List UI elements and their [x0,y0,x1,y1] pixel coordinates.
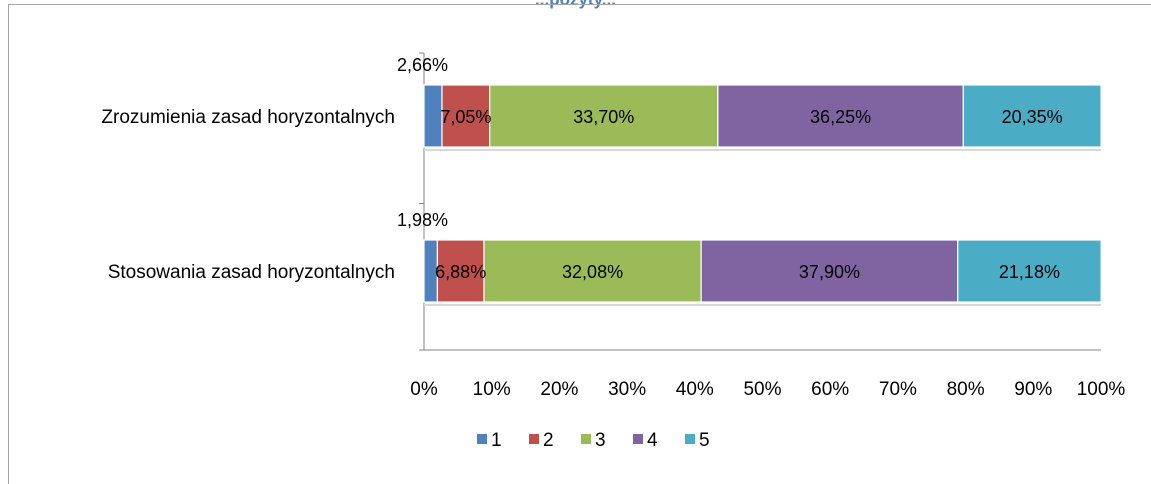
data-label: 2,66% [397,55,448,75]
data-label: 33,70% [573,107,634,127]
legend-label: 1 [491,430,502,451]
data-label: 6,88% [435,262,486,282]
category-label: Stosowania zasad horyzontalnych [108,262,395,283]
legend-label: 3 [595,430,606,451]
x-tick-labels: 0% 10% 20% 30% 40% 50% 60% 70% 80% 90% 100% [410,379,1125,400]
chart-frame [8,4,1151,484]
data-label: 21,18% [999,262,1060,282]
x-tick-label: 30% [608,379,646,400]
legend-label: 2 [543,430,554,451]
legend-swatch [581,434,591,444]
legend-label: 4 [647,430,658,451]
data-label: 1,98% [397,210,448,230]
category-label: Zrozumienia zasad horyzontalnych [101,107,395,128]
x-tick-label: 80% [947,379,985,400]
x-tick-label: 90% [1014,379,1052,400]
data-labels: 2,66% 7,05% 33,70% 36,25% 20,35% 1,98% 6,88% 32… [397,55,1063,282]
x-tick-label: 60% [811,379,849,400]
legend-swatch [477,434,487,444]
data-label: 7,05% [440,107,491,127]
bar-segment [717,84,964,148]
legend-swatch [685,434,695,444]
bar-segment [436,239,485,303]
x-tick-label: 40% [676,379,714,400]
legend-swatch [529,434,539,444]
bar-segment [962,84,1102,148]
x-tick-label: 100% [1077,379,1126,400]
bars [423,84,1102,306]
data-label: 20,35% [1002,107,1063,127]
x-tick-label: 50% [743,379,781,400]
data-label: 37,90% [799,262,860,282]
data-label: 36,25% [810,107,871,127]
data-label: 32,08% [562,262,623,282]
bar-segment [483,239,702,303]
bar-segment [489,84,719,148]
legend: 1 2 3 4 5 [477,430,710,451]
category-labels: Zrozumienia zasad horyzontalnych Stosowan… [101,107,395,283]
bar-segment [423,84,443,148]
legend-label: 5 [699,430,710,451]
x-tick-label: 0% [410,379,438,400]
x-tick-label: 70% [879,379,917,400]
legend-swatch [633,434,643,444]
x-tick-label: 20% [540,379,578,400]
bar-segment [700,239,959,303]
bar-segment [957,239,1102,303]
x-tick-label: 10% [473,379,511,400]
